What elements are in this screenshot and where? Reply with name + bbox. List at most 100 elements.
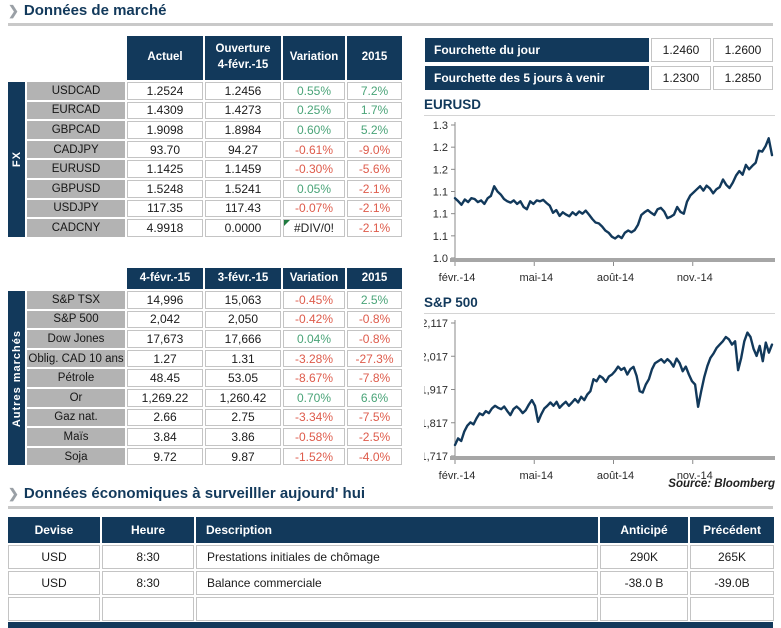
fourchette-row: Fourchette du jour 1.2460 1.2600 <box>425 38 775 62</box>
fx-cell-ouverture: 94.27 <box>205 140 281 159</box>
am-col-header-day1: 4-févr.-15 <box>127 268 203 289</box>
fx-row-label: EURUSD <box>27 160 125 178</box>
fx-row-label: USDCAD <box>27 82 125 100</box>
econ-cell-description: Balance commerciale <box>196 571 598 595</box>
econ-col-header-description: Description <box>196 517 598 543</box>
am-cell-day1: 17,673 <box>127 330 203 348</box>
am-group-sidebar: Autres marchés <box>8 291 25 466</box>
svg-text:1.3: 1.3 <box>433 120 448 132</box>
am-cell-day1: 48.45 <box>127 369 203 387</box>
am-cell-2015: -7.5% <box>347 408 402 427</box>
svg-text:févr.-14: févr.-14 <box>439 470 476 482</box>
am-cell-2015: 2.5% <box>347 291 402 309</box>
am-cell-2015: -0.8% <box>347 310 402 329</box>
fourchette-low-value: 1.2460 <box>651 38 711 62</box>
econ-cell-anticipe: -38.0 B <box>600 571 688 595</box>
econ-cell-precedent: 265K <box>690 545 774 569</box>
section-title-economic-data: ❯ Données économiques à surveilller aujou… <box>8 485 773 509</box>
am-cell-day2: 9.87 <box>205 447 281 466</box>
svg-text:nov.-14: nov.-14 <box>677 272 713 284</box>
fx-cell-2015: -5.6% <box>347 160 402 178</box>
econ-cell-anticipe <box>600 597 688 621</box>
fx-col-header-ouverture: Ouverture 4-févr.-15 <box>205 36 281 80</box>
svg-text:2,117: 2,117 <box>424 318 448 330</box>
am-cell-day1: 3.84 <box>127 428 203 446</box>
chevron-right-icon: ❯ <box>8 3 19 18</box>
econ-cell-heure: 8:30 <box>102 545 194 569</box>
fourchette-label: Fourchette des 5 jours à venir <box>425 66 649 90</box>
am-cell-day1: 14,996 <box>127 291 203 309</box>
econ-cell-description <box>196 597 598 621</box>
fx-cell-actuel: 1.9098 <box>127 121 203 139</box>
fx-cell-actuel: 1.1425 <box>127 160 203 178</box>
svg-text:1.2: 1.2 <box>433 164 448 176</box>
am-group-label: Autres marchés <box>10 329 23 427</box>
am-cell-day1: 1,269.22 <box>127 388 203 407</box>
svg-text:2,017: 2,017 <box>424 351 448 363</box>
svg-text:1.0: 1.0 <box>433 253 448 265</box>
svg-text:1,917: 1,917 <box>424 385 448 397</box>
svg-text:1.1: 1.1 <box>433 231 448 243</box>
fx-row-label: EURCAD <box>27 101 125 120</box>
svg-text:févr.-14: févr.-14 <box>439 272 476 284</box>
fx-header-spacer <box>8 36 125 80</box>
svg-text:1.2: 1.2 <box>433 142 448 154</box>
svg-text:1.1: 1.1 <box>433 209 448 221</box>
fx-cell-ouverture: 1.2456 <box>205 82 281 100</box>
econ-cell-anticipe: 290K <box>600 545 688 569</box>
am-cell-2015: -0.8% <box>347 330 402 348</box>
fx-cell-actuel: 1.5248 <box>127 179 203 198</box>
am-row-label: Gaz nat. <box>27 408 125 427</box>
fx-cell-2015: -2.1% <box>347 179 402 198</box>
am-row-label: Maïs <box>27 428 125 446</box>
svg-text:mai-14: mai-14 <box>519 470 553 482</box>
am-row-label: Oblig. CAD 10 ans <box>27 349 125 368</box>
am-cell-day1: 1.27 <box>127 349 203 368</box>
econ-cell-description: Prestations initiales de chômage <box>196 545 598 569</box>
fx-cell-actuel: 1.4309 <box>127 101 203 120</box>
am-cell-day2: 53.05 <box>205 369 281 387</box>
fx-cell-2015: 5.2% <box>347 121 402 139</box>
svg-text:août-14: août-14 <box>597 272 634 284</box>
econ-cell-heure <box>102 597 194 621</box>
fourchette-low-value: 1.2300 <box>651 66 711 90</box>
am-cell-variation: -0.42% <box>283 310 345 329</box>
eurusd-chart: EURUSD 1.3 1.2 1.2 1.1 1.1 1.1 1.0 févr.-14 mai-… <box>424 97 775 284</box>
am-cell-day1: 2,042 <box>127 310 203 329</box>
am-cell-day2: 15,063 <box>205 291 281 309</box>
fx-cell-variation: 0.05% <box>283 179 345 198</box>
am-cell-day2: 2,050 <box>205 310 281 329</box>
svg-text:1.1: 1.1 <box>433 187 448 199</box>
am-row-label: S&P TSX <box>27 291 125 309</box>
autres-marches-table: 4-févr.-15 3-févr.-15 Variation 2015 Aut… <box>8 268 402 466</box>
econ-cell-precedent: -39.0B <box>690 571 774 595</box>
am-row-label: Soja <box>27 447 125 466</box>
fx-col-header-2015: 2015 <box>347 36 402 80</box>
fx-row-label: GBPCAD <box>27 121 125 139</box>
page-title: Données de marché <box>23 2 167 19</box>
econ-col-header-anticipe: Anticipé <box>600 517 688 543</box>
am-col-header-2015: 2015 <box>347 268 402 289</box>
am-col-header-day2: 3-févr.-15 <box>205 268 281 289</box>
fx-cell-variation: -0.07% <box>283 199 345 218</box>
am-cell-day2: 2.75 <box>205 408 281 427</box>
fx-cell-2015: 7.2% <box>347 82 402 100</box>
fx-cell-variation: 0.55% <box>283 82 345 100</box>
fx-group-label: FX <box>10 151 23 168</box>
fourchette-label: Fourchette du jour <box>425 38 649 62</box>
eurusd-chart-title: EURUSD <box>424 97 775 116</box>
fx-col-header-actuel: Actuel <box>127 36 203 80</box>
fx-cell-ouverture: 1.4273 <box>205 101 281 120</box>
svg-text:nov.-14: nov.-14 <box>677 470 713 482</box>
am-row-label: Pétrole <box>27 369 125 387</box>
am-cell-variation: -8.67% <box>283 369 345 387</box>
am-cell-2015: -27.3% <box>347 349 402 368</box>
fx-cell-variation: 0.25% <box>283 101 345 120</box>
am-cell-day1: 9.72 <box>127 447 203 466</box>
fx-cell-actuel: 93.70 <box>127 140 203 159</box>
fx-row-label: USDJPY <box>27 199 125 218</box>
section-title-market-data: ❯ Données de marché <box>8 2 773 26</box>
am-cell-variation: 0.04% <box>283 330 345 348</box>
svg-text:mai-14: mai-14 <box>519 272 553 284</box>
am-cell-variation: -3.28% <box>283 349 345 368</box>
